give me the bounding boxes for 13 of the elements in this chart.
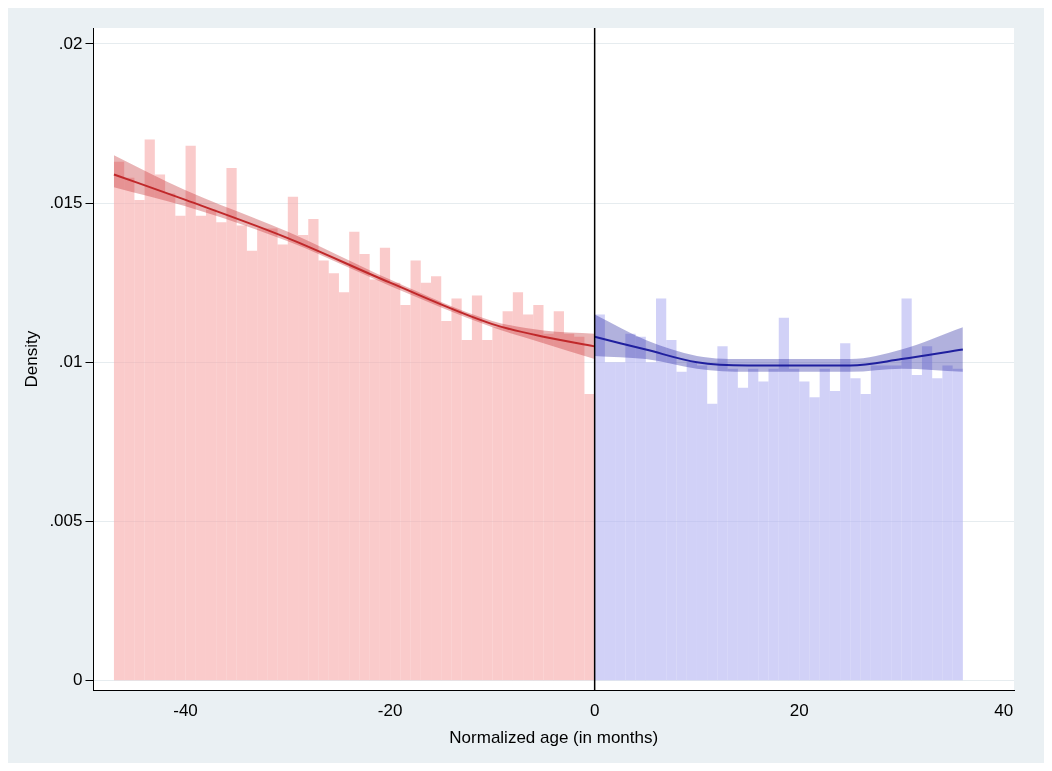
x-axis-title: Normalized age (in months) <box>449 728 659 748</box>
line-series <box>593 335 964 367</box>
x-tick-label: 40 <box>994 701 1014 721</box>
x-tick-label: 20 <box>789 701 809 721</box>
y-tick-label: 0 <box>73 670 83 690</box>
y-tick-label: .02 <box>58 33 83 53</box>
y-tick-label: .005 <box>49 511 83 531</box>
y-axis-title: Density <box>21 330 41 388</box>
x-tick-label: -40 <box>173 701 198 721</box>
y-tick-label: .01 <box>58 351 83 371</box>
y-tick-label: .015 <box>49 192 83 212</box>
x-tick-label: -20 <box>377 701 403 721</box>
x-tick-label: 0 <box>589 701 600 721</box>
